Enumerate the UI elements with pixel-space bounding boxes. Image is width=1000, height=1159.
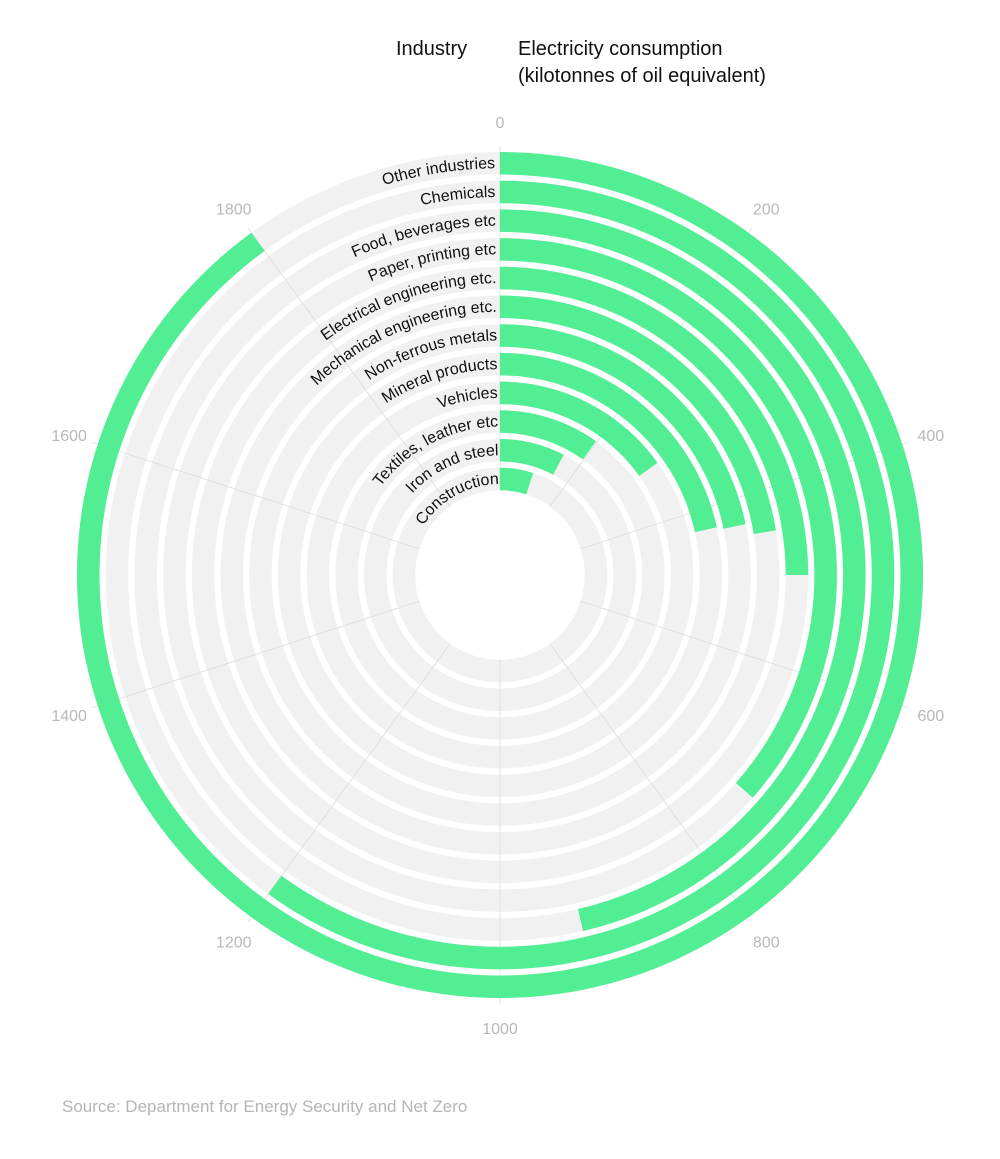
tick-label: 400 [917, 428, 944, 445]
bar-paper-printing-etc [500, 238, 837, 798]
tick-label: 200 [753, 202, 780, 219]
bar-vehicles [500, 381, 658, 476]
bar-mechanical-engineering-etc [500, 295, 776, 534]
tick-label: 800 [753, 934, 780, 951]
bar-iron-and-steel [500, 439, 564, 475]
source-note: Source: Department for Energy Security a… [62, 1097, 468, 1116]
grid-line [247, 643, 451, 923]
tick-label: 1400 [51, 708, 87, 725]
tick-label: 600 [917, 708, 944, 725]
tick-label: 0 [496, 115, 505, 132]
grid-line [580, 600, 909, 708]
bar-textiles-leather-etc [500, 410, 596, 460]
tick-label: 1800 [216, 202, 252, 219]
value-axis-header-line1: Electricity consumption [518, 38, 723, 60]
data-bars [76, 152, 923, 998]
bar-mineral-products [500, 352, 717, 533]
value-axis-header-line2: (kilotonnes of oil equivalent) [518, 65, 766, 87]
category-axis-header: Industry [396, 38, 468, 60]
tick-label: 1600 [51, 428, 87, 445]
grid-lines [91, 146, 909, 1004]
grid-line [580, 442, 909, 550]
grid-line [91, 600, 420, 708]
bar-construction [500, 467, 534, 495]
grid-line [91, 442, 420, 550]
grid-line [247, 227, 451, 507]
category-label: Vehicles [435, 385, 498, 412]
grid-line [549, 227, 753, 507]
value-ticks: 0 200 400 600 800 1000 1200 1400 1600 1800 [51, 115, 944, 1038]
grid-line [549, 643, 753, 923]
bar-electrical-engineering-etc [500, 266, 809, 575]
value-axis-header: Electricity consumption (kilotonnes of o… [518, 36, 766, 90]
tick-label: 1200 [216, 934, 252, 951]
tick-label: 1000 [482, 1021, 518, 1038]
bar-non-ferrous-metals [500, 324, 746, 529]
